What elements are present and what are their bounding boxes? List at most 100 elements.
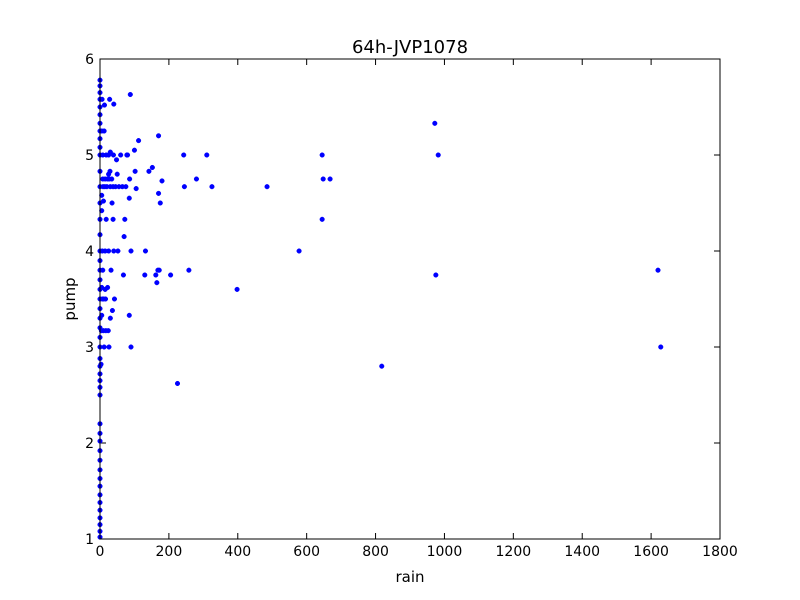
- data-point: [98, 361, 104, 367]
- data-point: [127, 91, 133, 98]
- y-tick-label: 1: [85, 532, 94, 548]
- data-point: [146, 168, 152, 174]
- data-point: [149, 164, 155, 171]
- plot-frame: [99, 58, 721, 540]
- data-point: [123, 184, 129, 190]
- data-point: [168, 272, 174, 278]
- y-tick-label: 4: [85, 244, 94, 260]
- data-point: [107, 149, 113, 155]
- data-point: [655, 267, 661, 273]
- data-point: [128, 248, 134, 254]
- data-point: [109, 307, 115, 314]
- data-point: [105, 328, 111, 334]
- data-point: [181, 152, 187, 158]
- x-axis-title: rain: [395, 568, 424, 586]
- data-point: [118, 152, 124, 158]
- data-point: [142, 272, 148, 278]
- data-point: [133, 186, 139, 192]
- chart-title: 64h-JVP1078: [352, 37, 468, 58]
- data-point: [111, 101, 117, 107]
- data-point: [105, 284, 111, 291]
- data-point: [209, 184, 215, 190]
- data-point: [125, 152, 131, 158]
- y-tick-label: 6: [85, 52, 94, 68]
- data-point: [113, 157, 120, 163]
- data-point: [433, 272, 439, 278]
- data-point: [142, 248, 149, 254]
- x-tick-label: 1400: [564, 544, 600, 560]
- data-point: [99, 312, 105, 318]
- data-point: [102, 296, 109, 302]
- data-point: [120, 272, 126, 278]
- data-point: [128, 344, 134, 350]
- data-point: [107, 168, 113, 174]
- y-axis-title: pump: [61, 277, 79, 320]
- data-point: [99, 208, 105, 214]
- axis-ticks: 0 200 400 600 800 1000 1200 1400 1600 1800 1 2 3 4 5 6: [85, 52, 738, 560]
- x-tick-label: 600: [293, 544, 320, 560]
- data-point: [99, 192, 105, 198]
- data-point: [156, 133, 162, 139]
- data-point: [379, 363, 385, 369]
- data-point: [110, 152, 116, 158]
- data-point: [127, 176, 133, 182]
- data-point: [658, 344, 664, 350]
- y-tick-label: 3: [85, 340, 94, 356]
- data-point: [110, 216, 116, 222]
- data-point: [132, 168, 138, 174]
- data-point: [131, 147, 137, 153]
- data-point: [106, 248, 112, 254]
- y-tick-label: 5: [85, 148, 94, 164]
- data-point: [126, 195, 132, 201]
- data-point: [159, 178, 165, 184]
- data-point: [174, 380, 181, 387]
- data-point: [109, 200, 115, 206]
- data-point: [156, 190, 162, 196]
- data-point: [107, 96, 113, 102]
- data-point: [108, 267, 114, 273]
- data-point: [103, 216, 109, 222]
- data-point: [327, 176, 333, 182]
- data-point: [100, 198, 106, 204]
- y-tick-label: 2: [85, 436, 94, 452]
- data-point: [121, 234, 127, 240]
- data-point: [100, 267, 106, 273]
- data-point: [157, 200, 163, 206]
- data-point: [122, 216, 128, 222]
- data-point: [114, 171, 120, 177]
- data-point: [264, 184, 270, 190]
- data-point: [111, 296, 118, 302]
- data-point: [136, 138, 142, 144]
- x-tick-label: 1600: [633, 544, 669, 560]
- x-tick-label: 1200: [496, 544, 532, 560]
- data-point: [319, 152, 325, 158]
- x-tick-label: 800: [362, 544, 389, 560]
- data-point: [106, 344, 112, 350]
- data-point: [296, 248, 302, 254]
- data-point: [115, 248, 121, 254]
- data-point: [193, 176, 199, 182]
- data-point: [181, 184, 187, 190]
- data-point: [186, 267, 192, 273]
- x-tick-label: 1800: [702, 544, 738, 560]
- data-point: [435, 152, 441, 158]
- data-point: [153, 272, 159, 278]
- x-tick-label: 0: [96, 544, 105, 560]
- x-tick-label: 200: [156, 544, 183, 560]
- data-point: [101, 128, 107, 134]
- data-point: [156, 267, 162, 273]
- data-point: [432, 120, 438, 126]
- data-point: [234, 286, 240, 292]
- data-point: [320, 176, 326, 182]
- data-point: [319, 216, 325, 222]
- data-point: [204, 152, 210, 158]
- data-point: [109, 176, 115, 182]
- data-point: [154, 280, 160, 286]
- data-point: [107, 315, 113, 321]
- data-point: [101, 344, 107, 350]
- x-tick-label: 400: [224, 544, 251, 560]
- data-point: [101, 102, 108, 108]
